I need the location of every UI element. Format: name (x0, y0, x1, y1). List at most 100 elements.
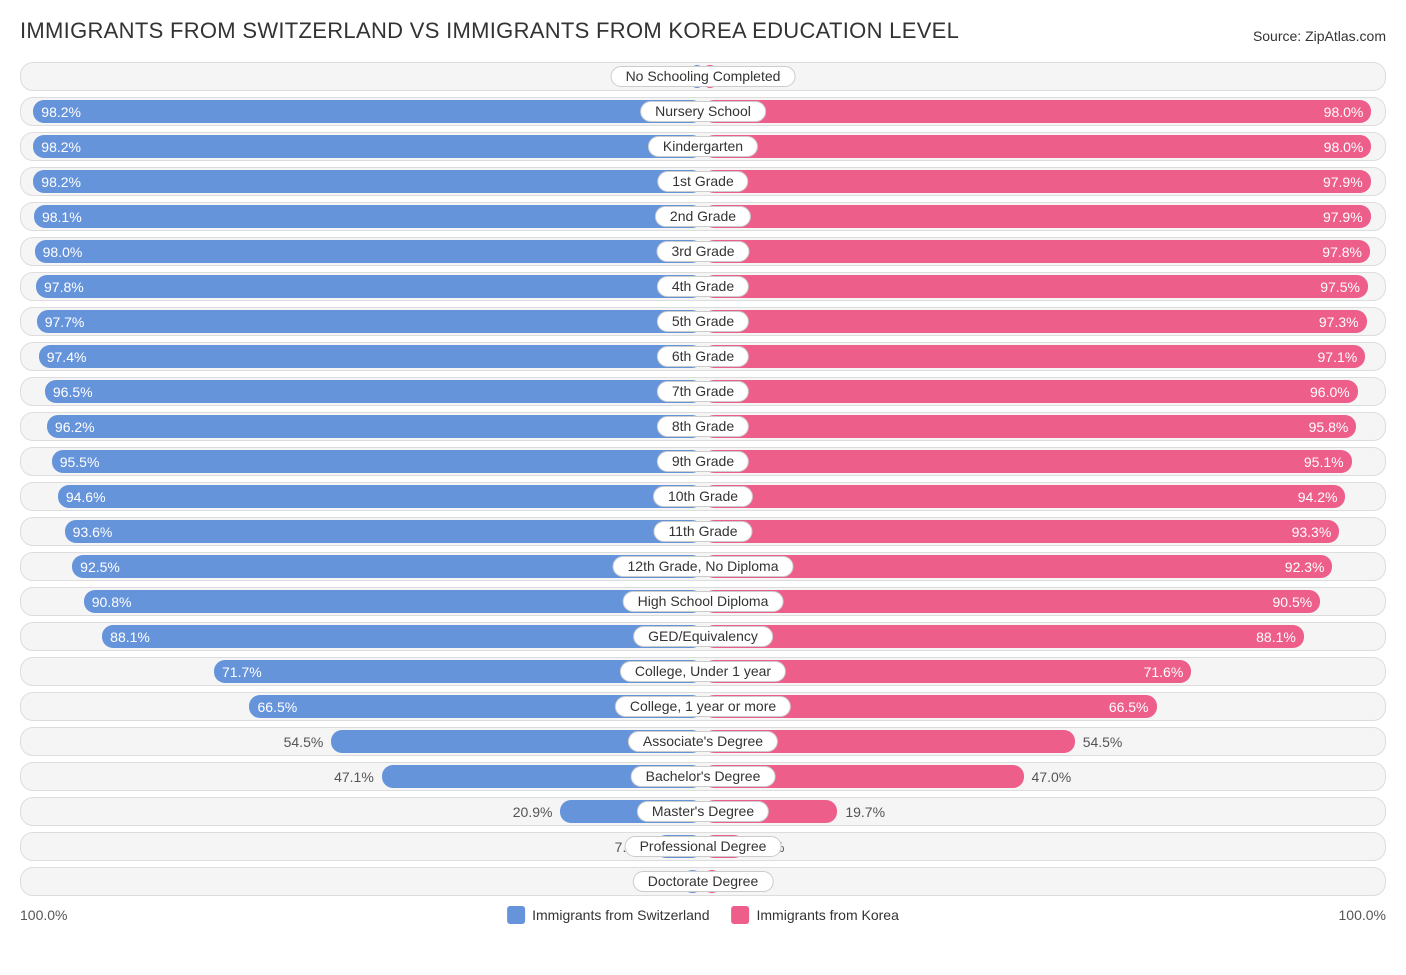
category-label: 11th Grade (653, 521, 752, 542)
value-right: 95.8% (1309, 415, 1349, 438)
chart-row: 88.1% 88.1% GED/Equivalency (20, 622, 1386, 651)
bar-right: 92.3% (703, 555, 1332, 578)
category-label: Master's Degree (637, 801, 769, 822)
value-right: 98.0% (1324, 100, 1364, 123)
chart-row: 98.2%98.0%Nursery School (20, 97, 1386, 126)
bar-right: 98.0% (703, 135, 1371, 158)
value-left: 92.5% (80, 555, 120, 578)
category-label: No Schooling Completed (611, 66, 796, 87)
value-right: 88.1% (1256, 625, 1296, 648)
value-right: 94.2% (1298, 485, 1338, 508)
value-left: 98.2% (41, 100, 81, 123)
chart-row: 95.5% 95.1% 9th Grade (20, 447, 1386, 476)
category-label: 1st Grade (657, 171, 748, 192)
bar-right: 90.5% (703, 590, 1320, 613)
value-left: 47.1% (334, 765, 382, 788)
category-label: Doctorate Degree (633, 871, 774, 892)
value-right: 97.9% (1323, 170, 1363, 193)
chart-row: 92.5% 92.3%12th Grade, No Diploma (20, 552, 1386, 581)
bar-right: 98.0% (703, 100, 1371, 123)
value-right: 54.5% (1075, 730, 1123, 753)
value-right: 66.5% (1109, 695, 1149, 718)
chart-row: 47.1%47.0%Bachelor's Degree (20, 762, 1386, 791)
value-left: 90.8% (92, 590, 132, 613)
category-label: Associate's Degree (628, 731, 778, 752)
category-label: 4th Grade (657, 276, 749, 297)
value-right: 97.1% (1318, 345, 1358, 368)
value-right: 90.5% (1273, 590, 1313, 613)
chart-row: 98.2% 98.0% Kindergarten (20, 132, 1386, 161)
bar-right: 93.3% (703, 520, 1339, 543)
value-left: 94.6% (66, 485, 106, 508)
bar-right: 94.2% (703, 485, 1345, 508)
bar-right: 95.8% (703, 415, 1356, 438)
category-label: 2nd Grade (655, 206, 751, 227)
value-left: 71.7% (222, 660, 262, 683)
legend-swatch-left (507, 906, 525, 924)
chart-row: 66.5% 66.5% College, 1 year or more (20, 692, 1386, 721)
chart-row: 93.6% 93.3% 11th Grade (20, 517, 1386, 546)
value-left: 97.4% (47, 345, 87, 368)
bar-left: 97.7% (37, 310, 703, 333)
category-label: 7th Grade (657, 381, 749, 402)
chart-row: 54.5%54.5%Associate's Degree (20, 727, 1386, 756)
category-label: College, 1 year or more (615, 696, 791, 717)
value-left: 88.1% (110, 625, 150, 648)
bar-left: 88.1% (102, 625, 703, 648)
category-label: 12th Grade, No Diploma (613, 556, 794, 577)
chart-row: 96.2% 95.8% 8th Grade (20, 412, 1386, 441)
source-name: ZipAtlas.com (1305, 28, 1386, 44)
value-right: 95.1% (1304, 450, 1344, 473)
category-label: Professional Degree (625, 836, 782, 857)
bar-right: 95.1% (703, 450, 1352, 473)
bar-right: 97.8% (703, 240, 1370, 263)
chart-row: 97.4% 97.1% 6th Grade (20, 342, 1386, 371)
bar-left: 98.1% (34, 205, 703, 228)
category-label: High School Diploma (623, 591, 784, 612)
chart-row: 3.1%2.6%Doctorate Degree (20, 867, 1386, 896)
category-label: GED/Equivalency (633, 626, 773, 647)
value-right: 97.8% (1322, 240, 1362, 263)
category-label: 8th Grade (657, 416, 749, 437)
education-diverging-bar-chart: 1.8%2.0%No Schooling Completed98.2%98.0%… (20, 62, 1386, 896)
chart-title: IMMIGRANTS FROM SWITZERLAND VS IMMIGRANT… (20, 18, 959, 44)
value-left: 98.1% (42, 205, 82, 228)
chart-row: 20.9%19.7%Master's Degree (20, 797, 1386, 826)
value-right: 97.9% (1323, 205, 1363, 228)
source-attribution: Source: ZipAtlas.com (1253, 28, 1386, 44)
bar-left: 96.2% (47, 415, 703, 438)
bar-left: 98.2% (33, 170, 703, 193)
category-label: Kindergarten (648, 136, 758, 157)
bar-right: 97.1% (703, 345, 1365, 368)
bar-left: 94.6% (58, 485, 703, 508)
bar-left: 90.8% (84, 590, 703, 613)
value-right: 97.5% (1320, 275, 1360, 298)
bar-left: 98.2% (33, 135, 703, 158)
value-left: 98.0% (43, 240, 83, 263)
category-label: College, Under 1 year (620, 661, 786, 682)
value-right: 98.0% (1324, 135, 1364, 158)
value-right: 96.0% (1310, 380, 1350, 403)
value-left: 66.5% (257, 695, 297, 718)
bar-left: 98.2% (33, 100, 703, 123)
bar-right: 88.1% (703, 625, 1304, 648)
chart-row: 97.7%97.3%5th Grade (20, 307, 1386, 336)
value-right: 93.3% (1292, 520, 1332, 543)
chart-row: 96.5% 96.0% 7th Grade (20, 377, 1386, 406)
value-left: 97.8% (44, 275, 84, 298)
chart-footer: 100.0% Immigrants from Switzerland Immig… (20, 902, 1386, 928)
bar-left: 96.5% (45, 380, 703, 403)
category-label: 6th Grade (657, 346, 749, 367)
category-label: 10th Grade (653, 486, 753, 507)
legend: Immigrants from Switzerland Immigrants f… (507, 906, 899, 924)
legend-label-right: Immigrants from Korea (757, 907, 899, 923)
bar-right: 97.3% (703, 310, 1367, 333)
category-label: 9th Grade (657, 451, 749, 472)
legend-item-right: Immigrants from Korea (732, 906, 899, 924)
bar-left: 97.8% (36, 275, 703, 298)
value-left: 93.6% (73, 520, 113, 543)
legend-swatch-right (732, 906, 750, 924)
value-left: 95.5% (60, 450, 100, 473)
category-label: 5th Grade (657, 311, 749, 332)
chart-row: 97.8% 97.5% 4th Grade (20, 272, 1386, 301)
